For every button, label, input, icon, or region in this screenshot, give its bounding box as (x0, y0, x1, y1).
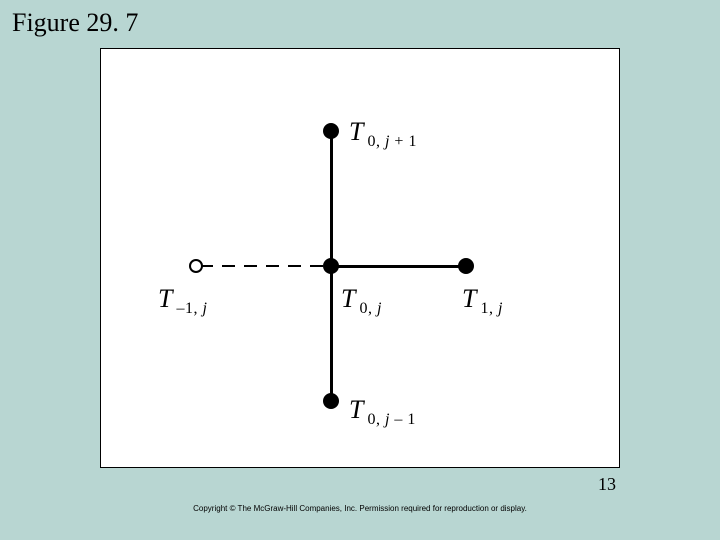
dashed-edge-segment (266, 265, 279, 267)
edge-center-bottom (330, 266, 333, 401)
dashed-edge-segment (288, 265, 301, 267)
node-top (323, 123, 339, 139)
label-right: T 1, j (462, 284, 503, 314)
node-right (458, 258, 474, 274)
node-center (323, 258, 339, 274)
dashed-edge-segment (244, 265, 257, 267)
stencil-diagram: T 0, j + 1 T 0, j T 0, j – 1 T 1, j T –1, j (101, 49, 619, 467)
figure-title: Figure 29. 7 (12, 8, 138, 38)
copyright-text: Copyright © The McGraw-Hill Companies, I… (0, 504, 720, 513)
label-bottom: T 0, j – 1 (349, 395, 416, 425)
label-top: T 0, j + 1 (349, 117, 417, 147)
edge-center-top (330, 131, 333, 266)
label-left: T –1, j (158, 284, 207, 314)
node-bottom (323, 393, 339, 409)
dashed-edge-segment (310, 265, 323, 267)
node-left (189, 259, 203, 273)
label-center: T 0, j (341, 284, 382, 314)
page-number: 13 (598, 474, 616, 495)
dashed-edge-segment (222, 265, 235, 267)
diagram-panel: T 0, j + 1 T 0, j T 0, j – 1 T 1, j T –1, j (100, 48, 620, 468)
edge-center-right (331, 265, 466, 268)
